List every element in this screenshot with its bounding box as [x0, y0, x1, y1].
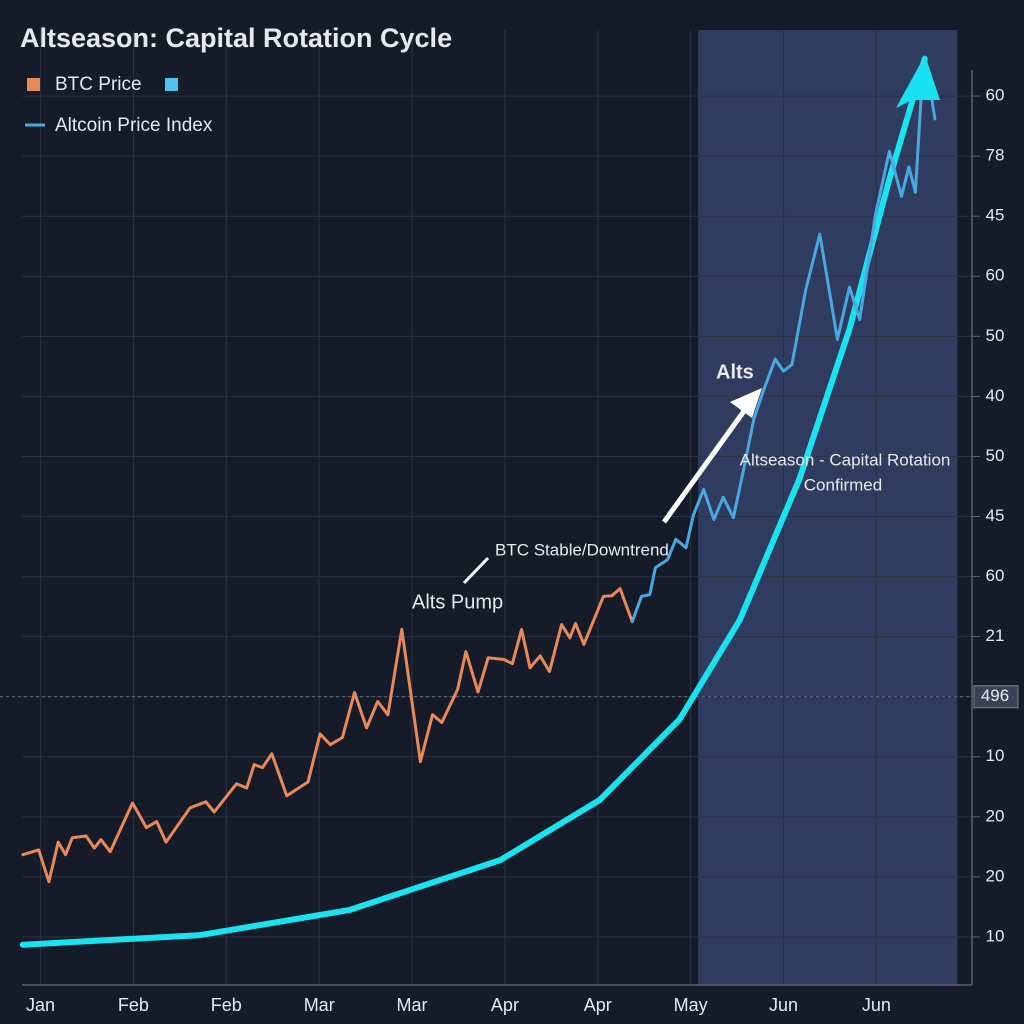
series-line [21, 587, 634, 884]
y-tick-label: 21 [986, 626, 1005, 645]
x-tick-label: Jan [26, 995, 55, 1015]
trend-arrowhead [896, 55, 940, 108]
y-tick-label: 40 [986, 386, 1005, 405]
x-tick-label: Feb [211, 995, 242, 1015]
x-tick-label: Jun [769, 995, 798, 1015]
y-tick-label: 20 [986, 866, 1005, 885]
annotation: Altseason - Capital Rotation [740, 450, 951, 469]
y-tick-label: 60 [986, 566, 1005, 585]
series-line [630, 82, 937, 624]
x-tick-label: Mar [304, 995, 335, 1015]
y-tick-label: 20 [986, 806, 1005, 825]
y-tick-label: 45 [986, 506, 1005, 525]
y-tick-label: 45 [986, 206, 1005, 225]
y-tick-label: 60 [986, 86, 1005, 105]
y-tick-label: 50 [986, 446, 1005, 465]
ticks: Jan Feb Feb Mar Mar Apr Apr May Jun Jun 10 20 20 10 49… [26, 86, 1019, 1015]
legend-swatch [27, 78, 40, 91]
legend-label: BTC Price [55, 74, 142, 95]
x-tick-label: Apr [584, 995, 612, 1015]
x-tick-label: Apr [491, 995, 519, 1015]
annotation-arrow [661, 398, 755, 524]
x-tick-label: Feb [118, 995, 149, 1015]
y-tick-label: 60 [986, 266, 1005, 285]
trend-line [19, 55, 928, 948]
x-tick-label: May [674, 995, 708, 1015]
y-tick-label: 496 [981, 686, 1009, 705]
legend-swatch [165, 78, 178, 91]
x-tick-label: Jun [862, 995, 891, 1015]
legend-label: Altcoin Price Index [55, 115, 213, 136]
x-tick-label: Mar [397, 995, 428, 1015]
annotation-arrow [462, 556, 490, 585]
tick-highlight-box [973, 685, 1019, 709]
plot-lines [19, 55, 937, 948]
annotation: BTC Stable/Downtrend [495, 540, 669, 559]
annotation: Confirmed [804, 475, 882, 494]
y-tick-label: 10 [986, 746, 1005, 765]
y-tick-label: 78 [986, 146, 1005, 165]
chart-title: Altseason: Capital Rotation Cycle [20, 23, 452, 53]
annotation-arrowhead [730, 388, 762, 418]
annotation: Alts Pump [412, 591, 503, 613]
annotation: Alts [716, 361, 754, 383]
y-tick-label: 50 [986, 326, 1005, 345]
y-tick-label: 10 [986, 926, 1005, 945]
